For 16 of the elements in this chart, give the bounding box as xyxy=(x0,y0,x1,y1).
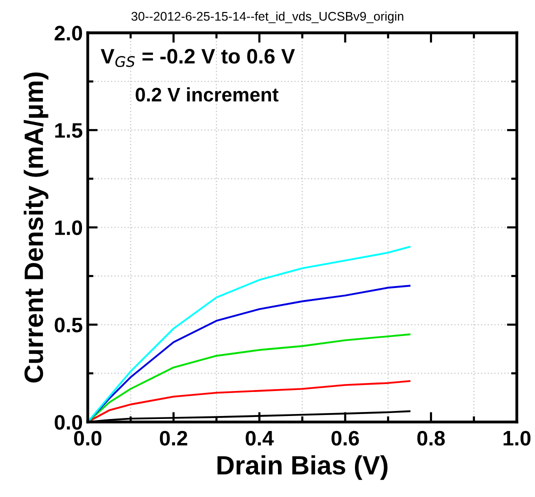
x-tick-label: 0.8 xyxy=(417,430,445,446)
y-tick-label: 0.5 xyxy=(54,318,82,332)
x-tick-label: 0.2 xyxy=(160,430,188,446)
x-tick-label: 0.4 xyxy=(246,430,274,446)
x-tick-label: 1.0 xyxy=(504,430,530,446)
chart-title: 30--2012-6-25-15-14--fet_id_vds_UCSBv9_origin xyxy=(131,12,404,24)
y-axis-title: Current Density (mA/μm) xyxy=(24,72,48,382)
annotation: V$_{GS}$ = -0.2 V to 0.6 V xyxy=(100,48,295,68)
y-tick-label: 0.0 xyxy=(54,414,82,430)
y-tick-label: 1.5 xyxy=(55,123,82,138)
x-tick-label: 0.6 xyxy=(332,430,359,446)
annotation: 0.2 V increment xyxy=(136,87,278,102)
y-tick-label: 2.0 xyxy=(54,26,82,41)
x-tick-label: 0.0 xyxy=(74,430,102,446)
x-axis-title: Drain Bias (V) xyxy=(218,455,388,480)
y-tick-label: 1.0 xyxy=(55,220,82,236)
